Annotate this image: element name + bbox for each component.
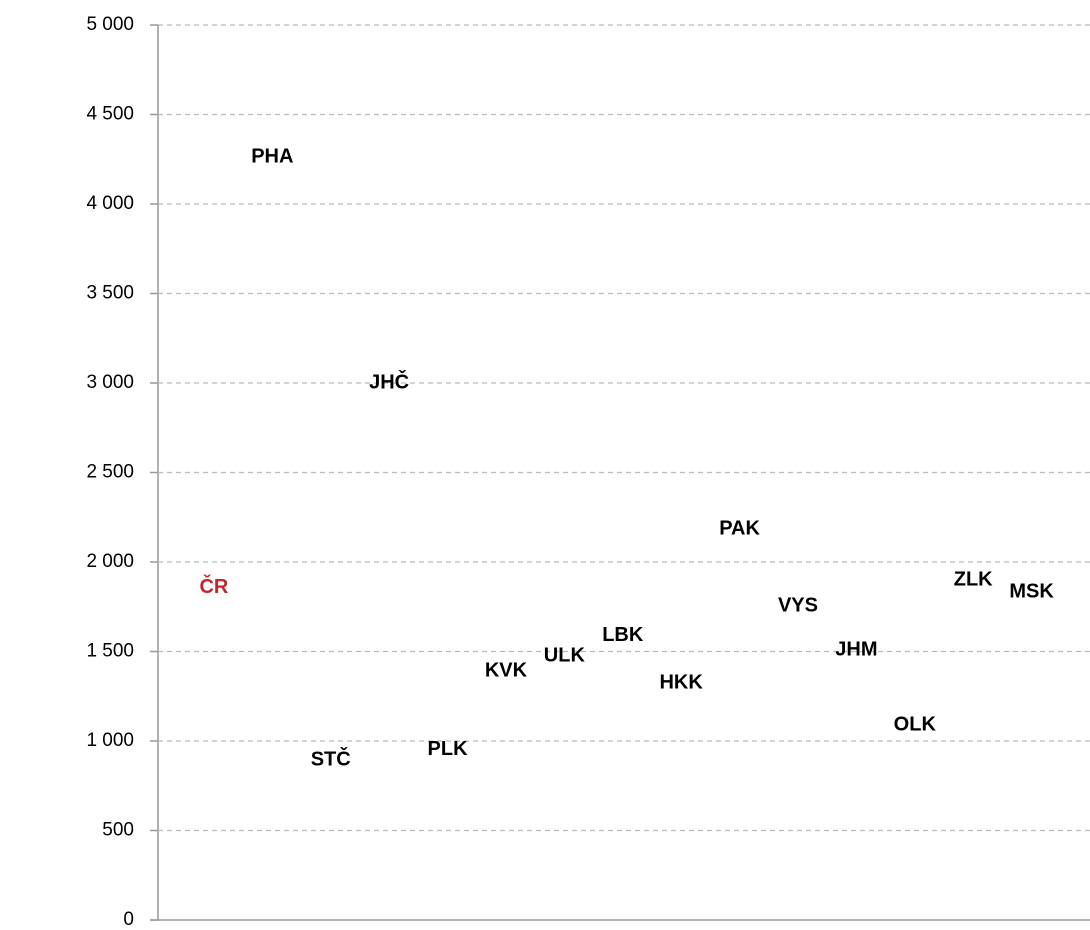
y-tick-label: 4 000 [86, 193, 134, 214]
point-label: LBK [602, 624, 644, 646]
point-label: VYS [778, 594, 818, 616]
y-tick-label: 500 [102, 820, 134, 841]
point-label: PAK [719, 517, 760, 539]
point-label: ZLK [954, 568, 993, 590]
point-label: PLK [428, 738, 469, 760]
point-label: JHČ [369, 369, 409, 393]
point-label: OLK [894, 713, 937, 735]
point-label: KVK [485, 659, 528, 681]
point-label: STČ [311, 746, 351, 770]
y-tick-label: 3 500 [86, 283, 134, 304]
y-tick-label: 3 000 [86, 372, 134, 393]
point-label: ČR [199, 574, 228, 598]
y-tick-label: 0 [123, 909, 134, 930]
point-label: JHM [835, 638, 877, 660]
point-label: MSK [1009, 580, 1054, 602]
y-tick-label: 2 500 [86, 462, 134, 483]
y-tick-label: 5 000 [86, 14, 134, 35]
point-label: ULK [544, 644, 586, 666]
y-tick-label: 1 500 [86, 641, 134, 662]
point-label: PHA [251, 146, 293, 168]
y-tick-label: 2 000 [86, 551, 134, 572]
y-tick-label: 1 000 [86, 730, 134, 751]
point-label: HKK [659, 671, 703, 693]
y-tick-label: 4 500 [86, 104, 134, 125]
